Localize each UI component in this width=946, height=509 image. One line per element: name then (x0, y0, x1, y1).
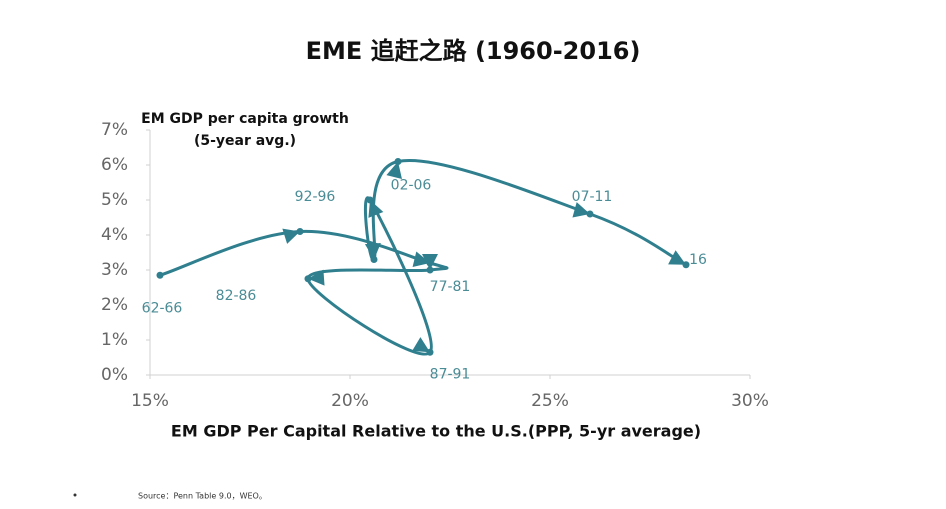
point (586, 210, 594, 218)
arrow-head (386, 161, 402, 179)
arrow-head (364, 242, 381, 260)
bullet (73, 493, 77, 497)
point-label: 87-91 (430, 366, 471, 382)
arrow-head (308, 269, 325, 286)
point (682, 261, 690, 269)
x-tick-label: 30% (731, 391, 769, 411)
arrow-head (412, 251, 430, 268)
arrow-head (282, 228, 300, 244)
point (426, 266, 434, 274)
point-label: 82-86 (216, 288, 257, 304)
y-axis-label: (5-year avg.) (194, 133, 296, 149)
arrow-head (422, 254, 438, 270)
x-tick-label: 20% (331, 391, 369, 411)
point (426, 348, 434, 356)
point (156, 271, 164, 279)
arrow-head (368, 200, 384, 218)
y-tick-label: 1% (101, 330, 128, 350)
point-label: 92-96 (295, 189, 336, 205)
trajectory-line (159, 159, 687, 356)
point-label: 02-06 (391, 178, 432, 194)
point-label: 77-81 (430, 279, 471, 295)
y-tick-label: 5% (101, 190, 128, 210)
chart-title: EME 追赶之路 (1960-2016) (306, 37, 641, 65)
y-tick-label: 2% (101, 295, 128, 315)
y-tick-label: 3% (101, 260, 128, 280)
point (296, 228, 304, 235)
arrow-head (412, 337, 430, 353)
point (370, 256, 378, 263)
arrow-head (668, 250, 686, 265)
x-tick-label: 15% (131, 391, 169, 411)
point-label: 16 (689, 252, 707, 268)
y-tick-label: 4% (101, 225, 128, 245)
y-tick-label: 0% (101, 365, 128, 385)
point-label: 62-66 (142, 300, 183, 316)
x-tick-label: 25% (531, 391, 569, 411)
y-tick-label: 7% (101, 120, 128, 140)
arrow-head (572, 202, 590, 218)
point-label: 07-11 (572, 189, 613, 205)
x-axis-label: EM GDP Per Capital Relative to the U.S.(… (171, 422, 701, 441)
point (304, 275, 312, 283)
y-axis-label: EM GDP per capita growth (141, 111, 349, 127)
y-tick-label: 6% (101, 155, 128, 175)
point (394, 158, 402, 165)
source-note: Source：Penn Table 9.0，WEO。 (138, 492, 267, 501)
point (366, 196, 374, 204)
